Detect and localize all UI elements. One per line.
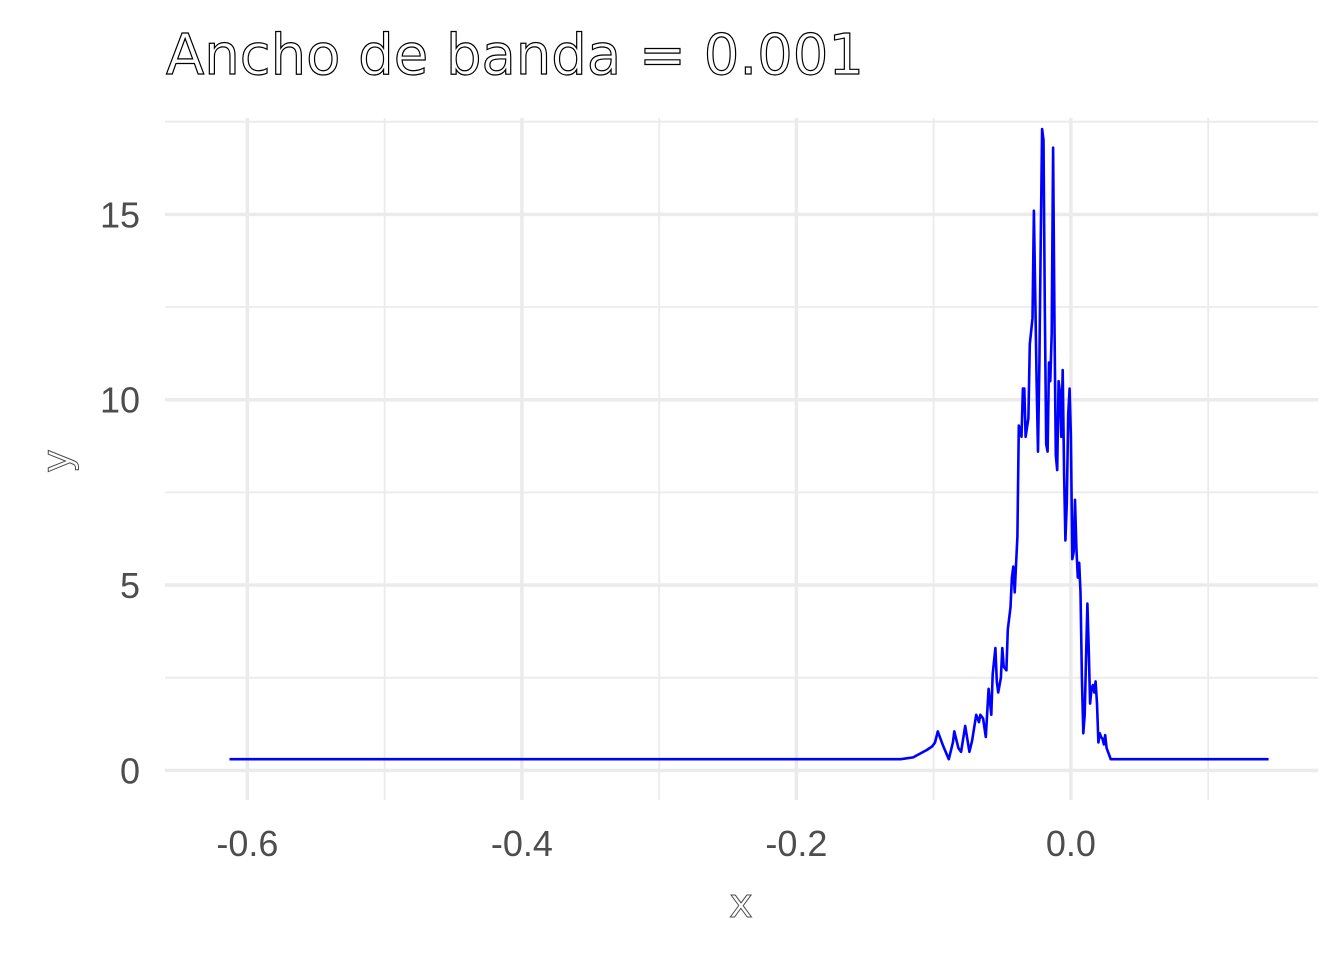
x-tick-labels: -0.6 -0.4 -0.2 0.0 <box>216 823 1096 864</box>
minor-gridlines <box>165 118 1318 800</box>
y-tick-label: 15 <box>100 194 140 235</box>
major-gridlines <box>165 118 1318 800</box>
x-axis-title: x <box>729 881 753 927</box>
y-tick-label: 0 <box>120 750 140 791</box>
density-line <box>229 127 1269 761</box>
y-tick-label: 10 <box>100 380 140 421</box>
x-tick-label: -0.4 <box>491 823 553 864</box>
chart-title: Ancho de banda = 0.001 <box>166 23 864 88</box>
y-tick-labels: 0 5 10 15 <box>100 194 140 791</box>
x-tick-label: -0.2 <box>765 823 827 864</box>
y-tick-label: 5 <box>120 565 140 606</box>
x-tick-label: 0.0 <box>1046 823 1096 864</box>
y-axis-title: y <box>34 449 80 473</box>
x-tick-label: -0.6 <box>216 823 278 864</box>
